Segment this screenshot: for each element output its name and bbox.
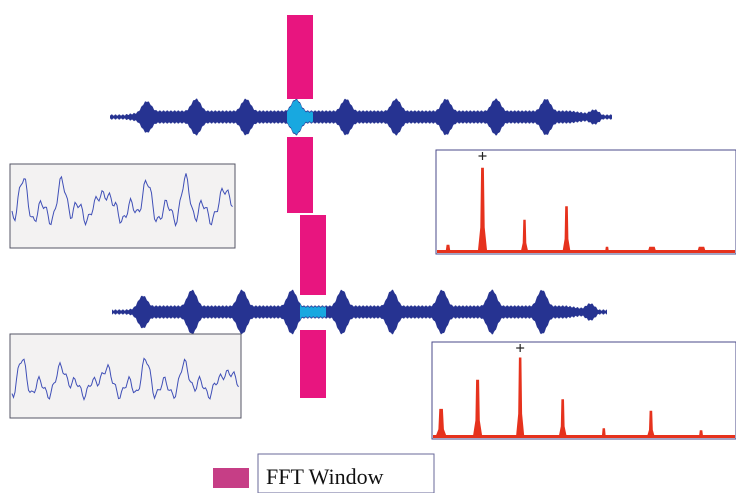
spectrum-peak <box>603 246 611 253</box>
top-analysis-row <box>9 15 736 255</box>
spectrum-peak <box>435 408 448 438</box>
spectrum-peak <box>696 430 706 438</box>
bottom-segment-trace <box>11 357 239 402</box>
spectrum-baseline <box>433 435 735 438</box>
top-segment-trace <box>11 173 233 228</box>
top-spectrum-bars <box>437 167 735 253</box>
legend-label-box <box>257 453 435 493</box>
bottom-waveform <box>112 289 607 335</box>
bottom-spectrum-panel <box>431 341 736 440</box>
bottom-window-overlap <box>300 303 326 321</box>
spectrum-peak <box>692 246 711 253</box>
spectrum-peak <box>520 219 529 253</box>
spectrum-baseline <box>437 250 735 253</box>
bottom-peak-marker <box>516 344 525 352</box>
spectrum-peak <box>646 410 656 438</box>
top-fft-window-lower <box>287 137 313 213</box>
bottom-segment-panel <box>9 333 242 419</box>
legend-label: FFT Window <box>266 464 384 489</box>
top-spectrum-panel <box>435 149 736 255</box>
spectrum-peak <box>443 244 453 253</box>
bottom-spectrum-bars <box>433 357 735 438</box>
bottom-segment-frame <box>9 333 242 419</box>
top-fft-window-upper <box>287 15 313 99</box>
top-window-overlap <box>287 99 313 135</box>
spectrum-peak <box>558 399 567 438</box>
spectrum-peak <box>643 246 661 253</box>
spectrum-peak <box>472 379 483 438</box>
top-segment-panel <box>9 163 236 249</box>
bottom-analysis-row <box>9 215 736 440</box>
spectrum-peak <box>477 167 488 253</box>
bottom-spectrum-frame <box>431 341 736 440</box>
top-spectrum-frame <box>435 149 736 255</box>
top-waveform <box>110 98 612 136</box>
top-segment-frame <box>9 163 236 249</box>
top-peak-marker <box>478 152 487 160</box>
legend-swatch <box>213 468 249 488</box>
spectrum-peak <box>515 357 525 438</box>
spectrum-peak <box>599 428 608 438</box>
legend: FFT Window <box>213 453 435 493</box>
spectrum-peak <box>562 206 571 253</box>
bottom-fft-window-lower <box>300 330 326 398</box>
bottom-fft-window-upper <box>300 215 326 295</box>
